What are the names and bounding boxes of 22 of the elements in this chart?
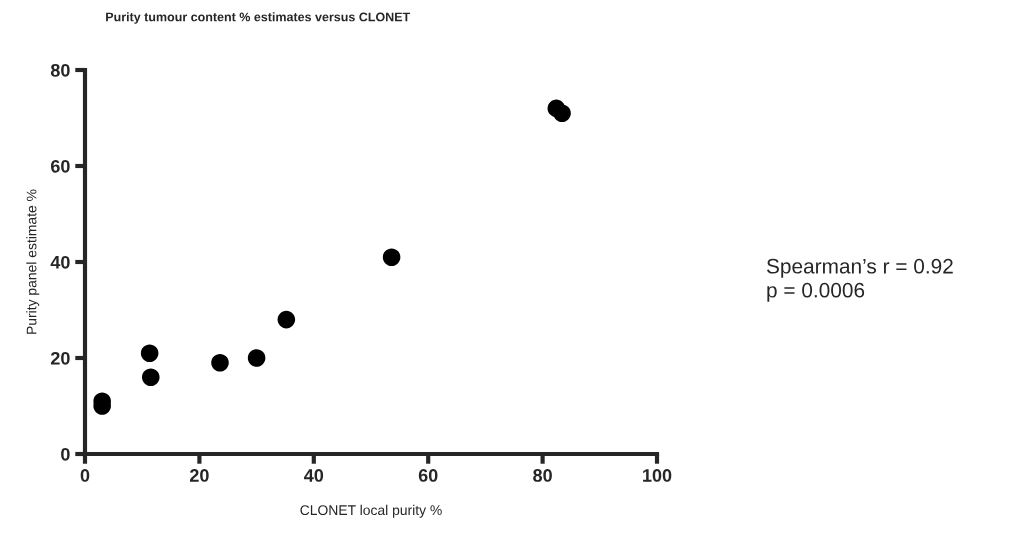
x-tick-label: 80 [533,469,552,482]
x-tick-label: 20 [189,469,209,482]
x-axis-title: CLONET local purity % [300,504,442,518]
point [382,248,401,266]
point [140,344,159,362]
y-tick-label: 80 [50,63,70,77]
y-tick-label: 20 [50,351,70,365]
point [211,354,229,372]
point [277,310,296,329]
y-axis-title: Purity panel estimate % [26,189,40,334]
chart-title: Purity tumour content % estimates versus CLONET [106,12,411,24]
y-tick-label: 0 [61,447,70,461]
x-tick-label: 100 [643,469,672,482]
x-tick-label: 60 [418,469,438,482]
x-tick-label: 40 [304,469,324,482]
point [247,349,266,367]
text: Spearman’s r = 0.92 p = 0.0006 [766,258,953,302]
point [142,368,160,386]
y-tick-label: 40 [50,255,70,269]
y-tick-label: 60 [51,159,70,173]
x-tick-label: 0 [80,469,90,482]
point [553,104,571,122]
